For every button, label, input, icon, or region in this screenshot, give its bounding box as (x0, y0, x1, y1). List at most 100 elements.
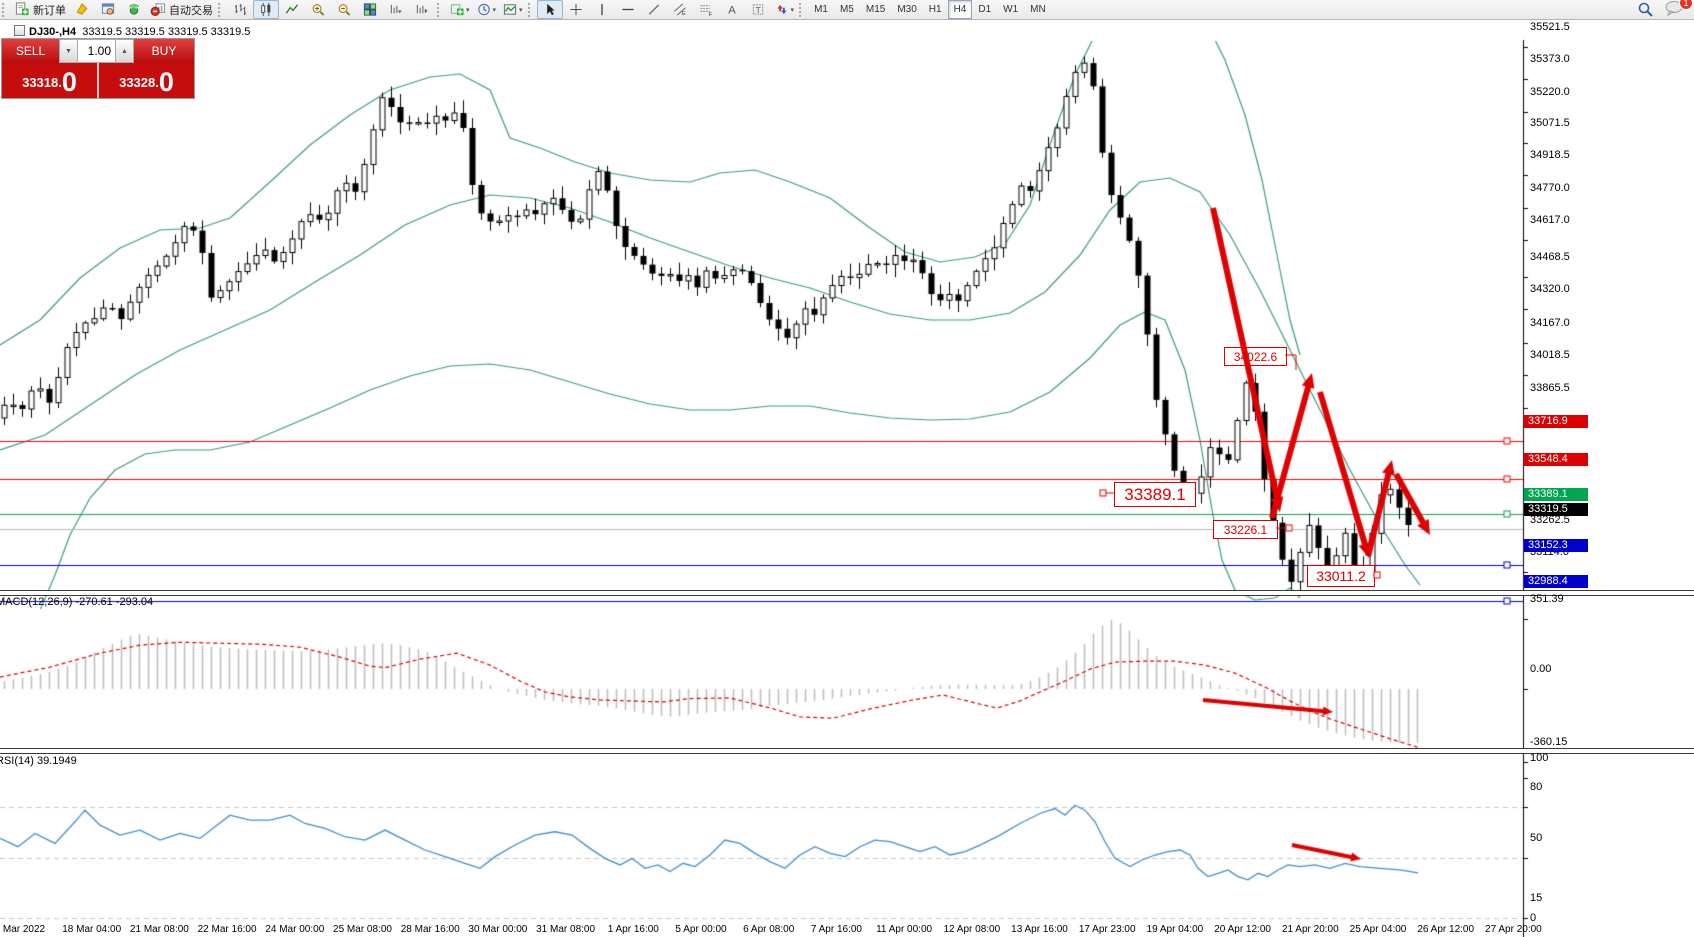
text-label-tool-button[interactable]: T (745, 0, 771, 19)
bar-chart-icon (234, 3, 246, 16)
timeframe-button-W1[interactable]: W1 (1003, 4, 1019, 15)
zoom-out-button[interactable] (331, 0, 357, 19)
fibonacci-tool-button[interactable]: F (693, 0, 719, 19)
text-label-icon: T (752, 4, 763, 15)
auto-scroll-icon (390, 4, 402, 14)
crosshair-icon (569, 3, 582, 16)
price-chart-canvas[interactable] (0, 20, 1694, 937)
indicators-dropdown-caret[interactable]: ▾ (466, 6, 470, 14)
metaeditor-button[interactable] (69, 0, 95, 19)
quote-values: 33319.5 33319.5 33319.5 33319.5 (82, 26, 251, 38)
timeframe-button-H1[interactable]: H1 (928, 4, 942, 15)
periods-dropdown-caret[interactable]: ▾ (492, 6, 497, 14)
metaeditor-icon (76, 3, 88, 15)
time-axis-label: 7 Apr 16:00 (810, 924, 862, 935)
price-axis-tick: 34167.0 (1530, 317, 1570, 329)
price-axis-tick: 34320.0 (1530, 283, 1570, 295)
zoom-in-button[interactable] (305, 0, 331, 19)
time-axis-label: 6 Apr 08:00 (743, 924, 795, 935)
time-axis-label: 20 Apr 12:00 (1214, 924, 1271, 935)
timeframe-button-M1[interactable]: M1 (814, 4, 828, 15)
signals-button[interactable] (121, 0, 147, 19)
auto-trading-icon (150, 3, 166, 16)
vertical-line-tool-button[interactable] (589, 0, 615, 19)
timeframe-button-M15[interactable]: M15 (865, 4, 886, 15)
volume-increase-button[interactable]: ▲ (115, 39, 134, 63)
search-icon[interactable] (1637, 1, 1654, 18)
macd-rsi-separator[interactable] (0, 748, 1694, 754)
shapes-dropdown-caret[interactable]: ▾ (790, 6, 795, 14)
timeframe-button-D1[interactable]: D1 (978, 4, 992, 15)
sell-button[interactable]: SELL (2, 39, 59, 63)
auto-trading-button[interactable]: 自动交易 (147, 0, 216, 19)
volume-input[interactable]: 1.00 (78, 39, 115, 63)
timeframe-button-MN[interactable]: MN (1030, 4, 1046, 15)
time-axis-label: 21 Apr 20:00 (1281, 924, 1339, 935)
templates-dropdown-caret[interactable]: ▾ (519, 6, 523, 14)
price-annotation-label[interactable]: 33226.1 (1213, 520, 1278, 539)
time-axis-label: 31 Mar 08:00 (536, 924, 596, 935)
timeframe-button-M30[interactable]: M30 (897, 4, 917, 15)
toolbar: 新订单 自动交易 (0, 0, 1694, 20)
volume-decrease-button[interactable]: ▼ (59, 39, 78, 63)
macd-axis-tick: -360.15 (1530, 736, 1568, 748)
line-chart-mode-button[interactable] (279, 0, 305, 19)
ask-price[interactable]: 33328. 0 (97, 63, 194, 98)
bar-chart-mode-button[interactable] (227, 0, 253, 19)
price-axis-tick: 34770.0 (1530, 182, 1570, 194)
indicators-button[interactable]: ▾ (446, 0, 473, 19)
templates-button[interactable]: ▾ (499, 0, 526, 19)
crosshair-tool-button[interactable] (563, 0, 589, 19)
new-order-button[interactable]: 新订单 (11, 0, 69, 19)
market-watch-button[interactable] (95, 0, 121, 19)
toolbar-grip (799, 2, 806, 17)
horizontal-line-tool-button[interactable] (615, 0, 641, 19)
chart-shift-button[interactable] (409, 0, 435, 19)
fibonacci-icon: F (699, 5, 712, 17)
time-axis-label: 26 Apr 12:00 (1417, 924, 1475, 935)
timeframe-button-M5[interactable]: M5 (839, 4, 854, 15)
cursor-tool-button[interactable] (536, 0, 563, 19)
trendline-tool-button[interactable] (641, 0, 667, 19)
price-axis-tick: 35071.5 (1530, 117, 1570, 129)
tile-windows-button[interactable] (357, 0, 383, 19)
notifications-button[interactable]: 1 (1664, 0, 1693, 19)
vertical-line-icon (600, 3, 603, 16)
text-tool-button[interactable]: A (719, 0, 745, 19)
candlestick-mode-button[interactable] (253, 0, 279, 19)
price-annotation-label[interactable]: 33389.1 (1114, 482, 1196, 507)
price-annotation-label[interactable]: 33011.2 (1307, 565, 1375, 587)
timeframe-button-H4[interactable]: H4 (947, 0, 973, 19)
buy-button[interactable]: BUY (134, 39, 194, 63)
time-axis-label: 11 Apr 00:00 (876, 924, 933, 935)
toolbar-grip (527, 2, 535, 17)
periods-button[interactable]: ▾ (473, 0, 500, 19)
bid-price[interactable]: 33318. 0 (2, 63, 97, 98)
trendline-icon (648, 4, 659, 15)
price-level-badge: 33548.4 (1524, 453, 1588, 466)
tile-windows-icon (363, 3, 377, 16)
macd-axis-tick: 351.39 (1530, 593, 1564, 605)
time-axis-label: 13 Apr 16:00 (1011, 924, 1068, 935)
time-axis-label: 25 Apr 04:00 (1349, 924, 1407, 935)
time-axis-label: 1 Apr 16:00 (607, 924, 659, 935)
rsi-axis-tick: 80 (1530, 781, 1543, 793)
zoom-out-icon (338, 4, 351, 16)
text-tool-icon: A (728, 4, 736, 16)
chart-area: DJ30-,H4 33319.5 33319.5 33319.5 33319.5… (0, 20, 1694, 937)
price-axis-tick: 34018.5 (1530, 349, 1570, 361)
shapes-tool-button[interactable]: ▾ (771, 0, 798, 19)
time-axis-label: Mar 2022 (2, 924, 46, 935)
signals-icon (128, 4, 140, 15)
equidistant-channel-icon: E (673, 3, 686, 17)
time-axis-label: 28 Mar 16:00 (400, 924, 460, 935)
timeframe-toolbar: M1 M5 M15 M30 H1 H4 D1 W1 MN (808, 0, 1052, 19)
price-macd-separator[interactable] (0, 590, 1694, 596)
ask-price-big-digit: 0 (158, 67, 174, 97)
svg-text:T: T (755, 5, 760, 15)
channel-tool-button[interactable]: E (667, 0, 693, 19)
price-level-badge: 32988.4 (1524, 575, 1588, 588)
auto-scroll-button[interactable] (383, 0, 409, 19)
price-annotation-label[interactable]: 34022.6 (1224, 347, 1287, 366)
